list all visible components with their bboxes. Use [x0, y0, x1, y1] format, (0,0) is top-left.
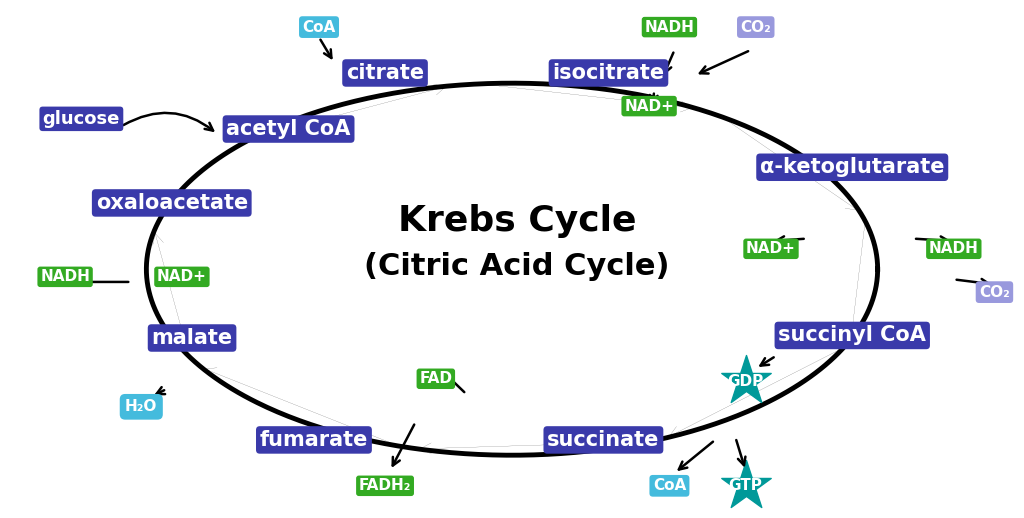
Text: H₂O: H₂O: [125, 399, 158, 414]
Text: oxaloacetate: oxaloacetate: [95, 193, 248, 213]
Text: citrate: citrate: [346, 63, 424, 83]
Text: CO₂: CO₂: [740, 20, 771, 35]
Text: NAD+: NAD+: [625, 98, 674, 113]
Point: [737, 482, 754, 490]
Text: NADH: NADH: [929, 241, 979, 256]
Text: NADH: NADH: [40, 269, 90, 284]
Text: FAD: FAD: [419, 371, 453, 386]
Text: glucose: glucose: [43, 110, 120, 128]
Text: CoA: CoA: [302, 20, 336, 35]
Text: (Citric Acid Cycle): (Citric Acid Cycle): [365, 252, 670, 281]
Text: Krebs Cycle: Krebs Cycle: [398, 204, 636, 238]
Text: succinyl CoA: succinyl CoA: [778, 325, 926, 346]
Text: malate: malate: [152, 328, 232, 348]
Point: [737, 377, 754, 385]
Text: acetyl CoA: acetyl CoA: [226, 119, 351, 139]
Text: NADH: NADH: [644, 20, 694, 35]
Text: CO₂: CO₂: [979, 284, 1010, 299]
Text: succinate: succinate: [547, 430, 659, 450]
Text: NAD+: NAD+: [157, 269, 207, 284]
Text: FADH₂: FADH₂: [358, 478, 412, 493]
Text: NAD+: NAD+: [746, 241, 796, 256]
Text: fumarate: fumarate: [260, 430, 369, 450]
Text: GDP: GDP: [727, 374, 764, 389]
Text: isocitrate: isocitrate: [552, 63, 665, 83]
Text: α-ketoglutarate: α-ketoglutarate: [760, 157, 944, 177]
Text: CoA: CoA: [653, 478, 686, 493]
Text: GTP: GTP: [729, 478, 763, 493]
